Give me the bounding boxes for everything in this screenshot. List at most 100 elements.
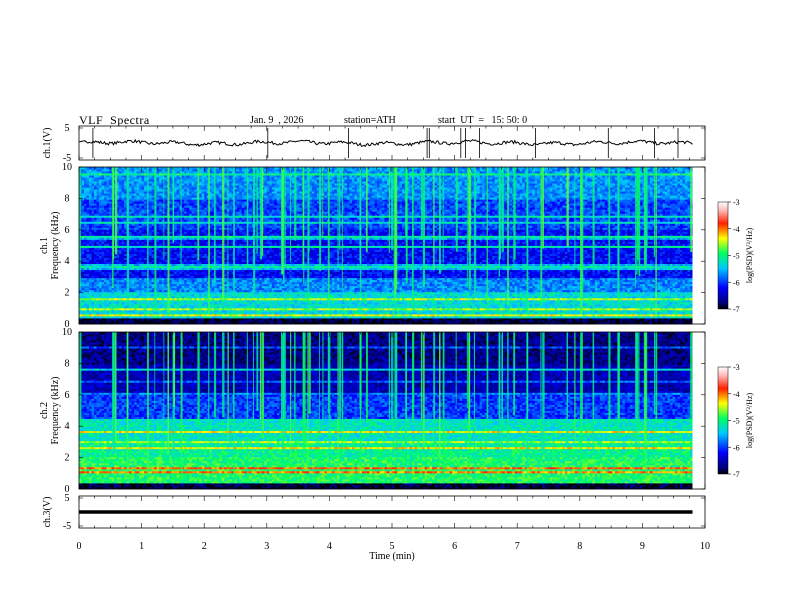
- spectrogram-cell: [299, 321, 303, 325]
- spectrogram-cell: [319, 305, 323, 309]
- spectrogram-cell: [169, 321, 173, 325]
- spectrogram-cell: [111, 309, 115, 313]
- spectrogram-cell: [346, 319, 350, 323]
- spectrogram-cell: [366, 311, 370, 315]
- spectrogram-cell: [91, 321, 95, 325]
- spectrogram-cell: [639, 319, 643, 323]
- spectrogram-cell: [432, 319, 435, 323]
- spectrogram-cell: [492, 307, 496, 311]
- spectrogram-cell: [447, 315, 450, 319]
- spectrogram-cell: [432, 311, 435, 315]
- spectrogram-cell: [424, 305, 428, 309]
- spectrogram-cell: [171, 307, 175, 311]
- spectrogram-cell: [464, 315, 468, 319]
- spectrogram-cell: [224, 317, 228, 321]
- spectrogram-cell: [264, 305, 268, 309]
- spectrogram-cell: [624, 313, 628, 317]
- spectrogram-cell: [231, 315, 235, 319]
- spectrogram-cell: [229, 313, 233, 317]
- spectrogram-cell: [159, 321, 163, 325]
- spectrogram-cell: [274, 307, 278, 311]
- spectrogram-cell: [379, 307, 383, 311]
- spectrogram-cell: [679, 313, 683, 317]
- spectrogram-cell: [314, 321, 318, 325]
- spectrogram-cell: [359, 313, 363, 317]
- spectrogram-cell: [164, 313, 168, 317]
- spectrogram-cell: [216, 307, 220, 311]
- spectrogram-cell: [539, 317, 543, 321]
- spectrogram-cell: [564, 313, 568, 317]
- spectrogram-cell: [144, 307, 147, 311]
- spectrogram-cell: [256, 307, 260, 311]
- spectrogram-cell: [186, 321, 190, 325]
- spectrogram-cell: [459, 309, 463, 313]
- spectrogram-cell: [179, 303, 183, 307]
- spectrogram-cell: [419, 307, 423, 311]
- spectrogram-cell: [519, 319, 523, 323]
- spectrogram-cell: [479, 307, 483, 311]
- spectrogram-cell: [174, 311, 178, 315]
- spectrogram-cell: [199, 303, 203, 307]
- spectrogram-cell: [204, 303, 208, 307]
- spectrogram-cell: [549, 319, 553, 323]
- spectrogram-cell: [366, 305, 370, 309]
- spectrogram-cell: [351, 309, 355, 313]
- spectrogram-cell: [244, 317, 248, 321]
- spectrogram-cell: [579, 313, 583, 317]
- spectrogram-cell: [254, 319, 258, 323]
- spectrogram-cell: [399, 321, 403, 325]
- spectrogram-cell: [504, 321, 508, 325]
- spectrogram-cell: [294, 321, 298, 325]
- spectrogram-cell: [126, 307, 130, 311]
- spectrogram-cell: [519, 315, 523, 319]
- spectrogram-cell: [111, 317, 115, 321]
- spectrogram-cell: [224, 319, 228, 323]
- spectrogram-cell: [316, 309, 320, 313]
- spectrogram-cell: [194, 319, 198, 323]
- spectrogram-cell: [489, 321, 493, 325]
- spectrogram-cell: [679, 309, 683, 313]
- spectrogram-cell: [344, 317, 348, 321]
- spectrogram-cell: [214, 321, 218, 325]
- spectrogram-cell: [507, 305, 511, 309]
- spectrogram-cell: [689, 311, 693, 315]
- spectrogram-cell: [366, 315, 370, 319]
- spectrogram-cell: [191, 317, 195, 321]
- spectrogram-cell: [469, 315, 473, 319]
- spectrogram-cell: [269, 309, 273, 313]
- spectrogram-cell: [131, 317, 135, 321]
- spectrogram-cell: [444, 309, 448, 313]
- spectrogram-cell: [301, 311, 305, 315]
- spectrogram-cell: [274, 311, 278, 315]
- spectrogram-cell: [442, 313, 445, 317]
- spectrogram-cell: [319, 319, 323, 323]
- spectrogram-cell: [394, 321, 398, 325]
- spectrogram-cell: [559, 305, 563, 309]
- spectrogram-cell: [584, 311, 588, 315]
- spectrogram-cell: [567, 307, 571, 311]
- spectrogram-cell: [156, 313, 160, 317]
- spectrogram-cell: [201, 307, 205, 311]
- spectrogram-cell: [294, 307, 298, 311]
- spectrogram-cell: [617, 319, 621, 323]
- spectrogram-cell: [612, 319, 616, 323]
- spectrogram-cell: [186, 305, 190, 309]
- spectrogram-cell: [474, 309, 478, 313]
- spectrogram-cell: [634, 319, 638, 323]
- spectrogram-cell: [439, 307, 443, 311]
- spectrogram-cell: [89, 313, 92, 317]
- spectrogram-cell: [151, 309, 155, 313]
- spectrogram-cell: [619, 307, 623, 311]
- spectrogram-cell: [91, 303, 95, 307]
- spectrogram-cell: [544, 311, 548, 315]
- spectrogram-cell: [397, 311, 400, 315]
- spectrogram-cell: [329, 315, 333, 319]
- spectrogram-cell: [674, 319, 678, 323]
- spectrogram-cell: [274, 321, 278, 325]
- spectrogram-cell: [144, 305, 147, 309]
- spectrogram-cell: [549, 311, 553, 315]
- spectrogram-cell: [276, 311, 280, 315]
- spectrogram-cell: [184, 313, 188, 317]
- spectrogram-cell: [156, 321, 160, 325]
- spectrogram-cell: [494, 321, 498, 325]
